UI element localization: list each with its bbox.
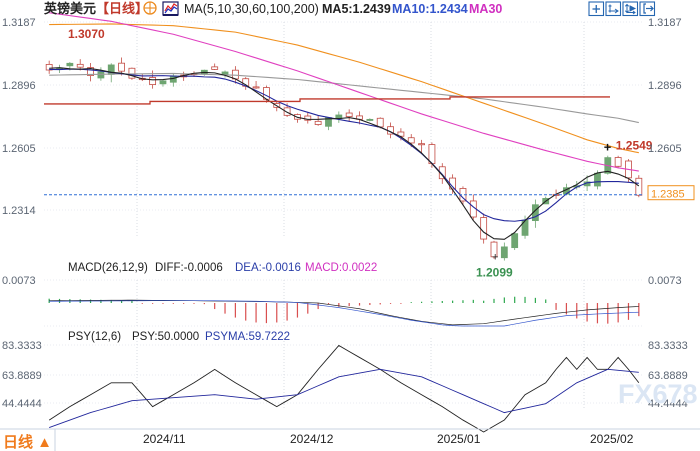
svg-text:1.2385: 1.2385: [651, 189, 685, 201]
svg-text:1.2605: 1.2605: [2, 143, 36, 155]
svg-text:2025/01: 2025/01: [437, 432, 481, 446]
svg-text:DEA:-0.0016: DEA:-0.0016: [235, 262, 301, 274]
svg-text:MA5:1.2439: MA5:1.2439: [322, 2, 391, 16]
svg-text:83.3333: 83.3333: [2, 340, 42, 352]
svg-text:+: +: [604, 139, 612, 154]
svg-text:PSY(12,6): PSY(12,6): [68, 331, 121, 343]
svg-text:1.3070: 1.3070: [68, 27, 105, 41]
svg-text:PSY:50.0000: PSY:50.0000: [132, 331, 199, 343]
svg-text:MA10:1.2434: MA10:1.2434: [392, 2, 468, 16]
svg-text:1.2896: 1.2896: [648, 80, 682, 92]
svg-text:+: +: [492, 251, 498, 263]
svg-text:1.2314: 1.2314: [2, 205, 36, 217]
svg-text:2024/11: 2024/11: [143, 432, 186, 446]
svg-text:PSYMA:59.7222: PSYMA:59.7222: [205, 331, 290, 343]
svg-text:MACD:0.0022: MACD:0.0022: [305, 262, 377, 274]
svg-text:63.8889: 63.8889: [2, 370, 42, 382]
svg-text:MA30: MA30: [469, 2, 502, 16]
svg-text:MA(5,10,30,60,100,200): MA(5,10,30,60,100,200): [184, 2, 319, 16]
svg-text:0.0073: 0.0073: [648, 275, 682, 287]
svg-text:1.3187: 1.3187: [648, 17, 682, 29]
svg-text:FX678: FX678: [618, 379, 698, 409]
svg-text:1.2099: 1.2099: [476, 265, 513, 279]
svg-text:1.2605: 1.2605: [648, 143, 682, 155]
svg-text:DIFF:-0.0006: DIFF:-0.0006: [155, 262, 223, 274]
svg-text:1.2896: 1.2896: [2, 80, 36, 92]
svg-text:MACD(26,12,9): MACD(26,12,9): [68, 262, 148, 274]
svg-text:英镑美元: 英镑美元: [43, 1, 96, 16]
svg-text:0.0073: 0.0073: [2, 275, 36, 287]
svg-text:2024/12: 2024/12: [290, 432, 334, 446]
svg-text:【日线】: 【日线】: [96, 1, 148, 16]
svg-text:83.3333: 83.3333: [648, 340, 688, 352]
svg-text:2025/02: 2025/02: [590, 432, 634, 446]
svg-text:44.4444: 44.4444: [2, 398, 42, 410]
svg-text:1.3187: 1.3187: [2, 17, 36, 29]
svg-text:日线 ▲: 日线 ▲: [3, 433, 52, 451]
